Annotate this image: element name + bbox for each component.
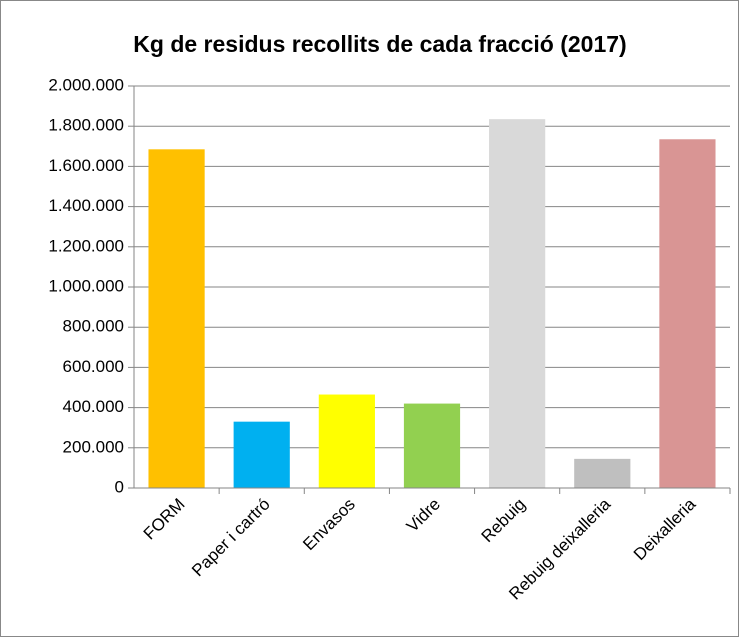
bar — [403, 403, 461, 488]
bar — [574, 458, 631, 488]
bar — [318, 394, 375, 488]
bar — [659, 139, 716, 488]
chart-title: Kg de residus recollits de cada fracció … — [133, 31, 626, 57]
y-tick-label: 1.200.000 — [48, 236, 124, 255]
bar — [489, 119, 546, 488]
y-tick-label: 400.000 — [63, 397, 124, 416]
y-tick-label: 800.000 — [63, 317, 124, 336]
y-tick-label: 1.800.000 — [48, 116, 124, 135]
bar — [148, 149, 205, 488]
y-tick-label: 1.600.000 — [48, 156, 124, 175]
y-tick-label: 2.000.000 — [48, 75, 124, 94]
bar — [233, 421, 290, 488]
y-tick-label: 200.000 — [63, 437, 124, 456]
y-tick-label: 1.400.000 — [48, 196, 124, 215]
y-tick-label: 0 — [115, 477, 124, 496]
y-tick-label: 600.000 — [63, 357, 124, 376]
y-tick-label: 1.000.000 — [48, 276, 124, 295]
